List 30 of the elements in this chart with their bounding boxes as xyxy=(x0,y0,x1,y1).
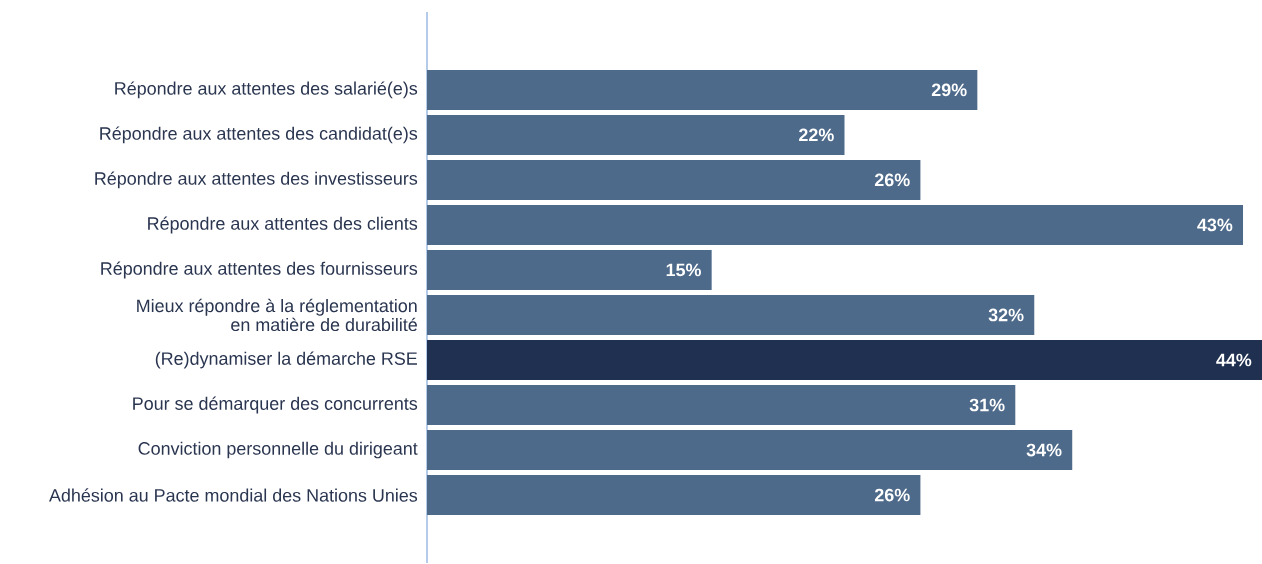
y-tick-label: Adhésion au Pacte mondial des Nations Unies xyxy=(49,488,418,502)
y-tick-label: Conviction personnelle du dirigeant xyxy=(138,441,418,459)
data-label: 29% xyxy=(931,83,967,97)
data-label: 31% xyxy=(969,398,1005,412)
bar xyxy=(427,159,921,200)
bar xyxy=(427,294,1035,335)
bar xyxy=(427,69,978,110)
data-label: 32% xyxy=(988,308,1024,322)
y-tick-label: Répondre aux attentes des fournisseurs xyxy=(101,261,418,279)
data-label: 44% xyxy=(1216,353,1252,367)
data-label: 34% xyxy=(1026,443,1062,457)
bar xyxy=(427,475,921,516)
y-tick-label: Répondre aux attentes des salarié(e)s xyxy=(115,81,418,99)
y-tick-label: Pour se démarquer des concurrents xyxy=(133,396,418,414)
y-tick-label: Répondre aux attentes des investisseurs xyxy=(95,171,418,189)
data-label: 26% xyxy=(874,488,910,502)
data-label: 22% xyxy=(799,128,834,142)
y-tick-label: (Re)dynamiser la démarche RSE xyxy=(155,351,417,369)
y-tick-label: Répondre aux attentes des candidat(e)s xyxy=(100,126,418,144)
data-label: 26% xyxy=(874,173,910,187)
data-label: 15% xyxy=(666,263,701,277)
bar xyxy=(427,114,845,155)
y-tick-label: Mieux répondre à la réglementation en matière de durabilité xyxy=(137,298,417,332)
bar xyxy=(427,430,1073,471)
y-tick-label: Répondre aux attentes des clients xyxy=(148,216,418,234)
bar xyxy=(427,385,1016,425)
bar xyxy=(427,204,1244,245)
data-label: 43% xyxy=(1197,218,1233,232)
bar xyxy=(427,249,712,290)
bar xyxy=(427,339,1262,380)
